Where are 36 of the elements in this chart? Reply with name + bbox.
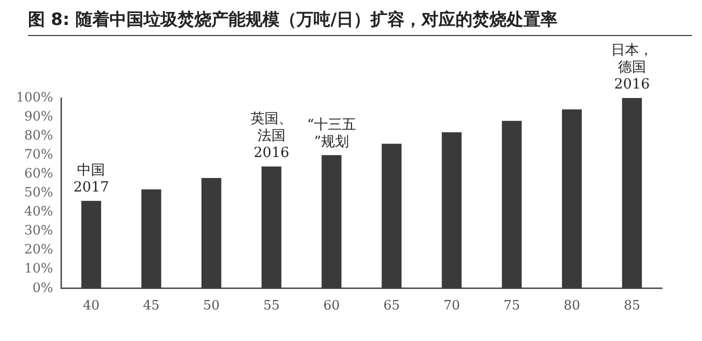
chart-title: 图 8: 随着中国垃圾焚烧产能规模（万吨/日）扩容，对应的焚烧处置率	[28, 8, 692, 36]
y-tick-label: 100%	[16, 90, 54, 106]
x-tick-label: 40	[82, 298, 100, 314]
x-tick-label: 80	[564, 298, 580, 314]
y-tick-label: 60%	[24, 166, 54, 182]
bar	[201, 178, 222, 288]
bar	[562, 109, 582, 288]
bar	[622, 98, 642, 288]
x-tick-label: 65	[383, 298, 400, 314]
y-tick-label: 40%	[24, 204, 54, 220]
y-tick-label: 20%	[24, 242, 54, 258]
x-tick-label: 45	[143, 298, 160, 314]
annotation: 日本，德国2016	[610, 42, 653, 93]
bar	[141, 189, 162, 288]
annotation: “十三五”规划	[306, 116, 356, 150]
y-tick-label: 80%	[24, 128, 54, 144]
x-tick-label: 70	[443, 298, 460, 314]
bar	[382, 144, 402, 288]
annotation: 英国、法国2016	[250, 111, 292, 162]
y-tick-label: 0%	[32, 280, 54, 296]
bar	[81, 200, 102, 288]
annotation: 中国2017	[73, 162, 110, 196]
y-tick-label: 10%	[24, 262, 54, 277]
x-tick-label: 60	[323, 298, 340, 314]
bar	[262, 166, 282, 288]
y-tick-label: 70%	[24, 147, 54, 162]
x-tick-label: 85	[624, 298, 640, 314]
y-tick-label: 90%	[24, 109, 54, 124]
bar	[322, 155, 342, 288]
bar	[502, 120, 522, 288]
x-tick-label: 50	[203, 298, 220, 314]
y-tick-label: 50%	[24, 186, 54, 201]
y-tick-label: 30%	[24, 224, 54, 239]
bar	[442, 132, 462, 288]
x-tick-label: 75	[504, 298, 520, 314]
x-tick-label: 55	[263, 298, 280, 314]
